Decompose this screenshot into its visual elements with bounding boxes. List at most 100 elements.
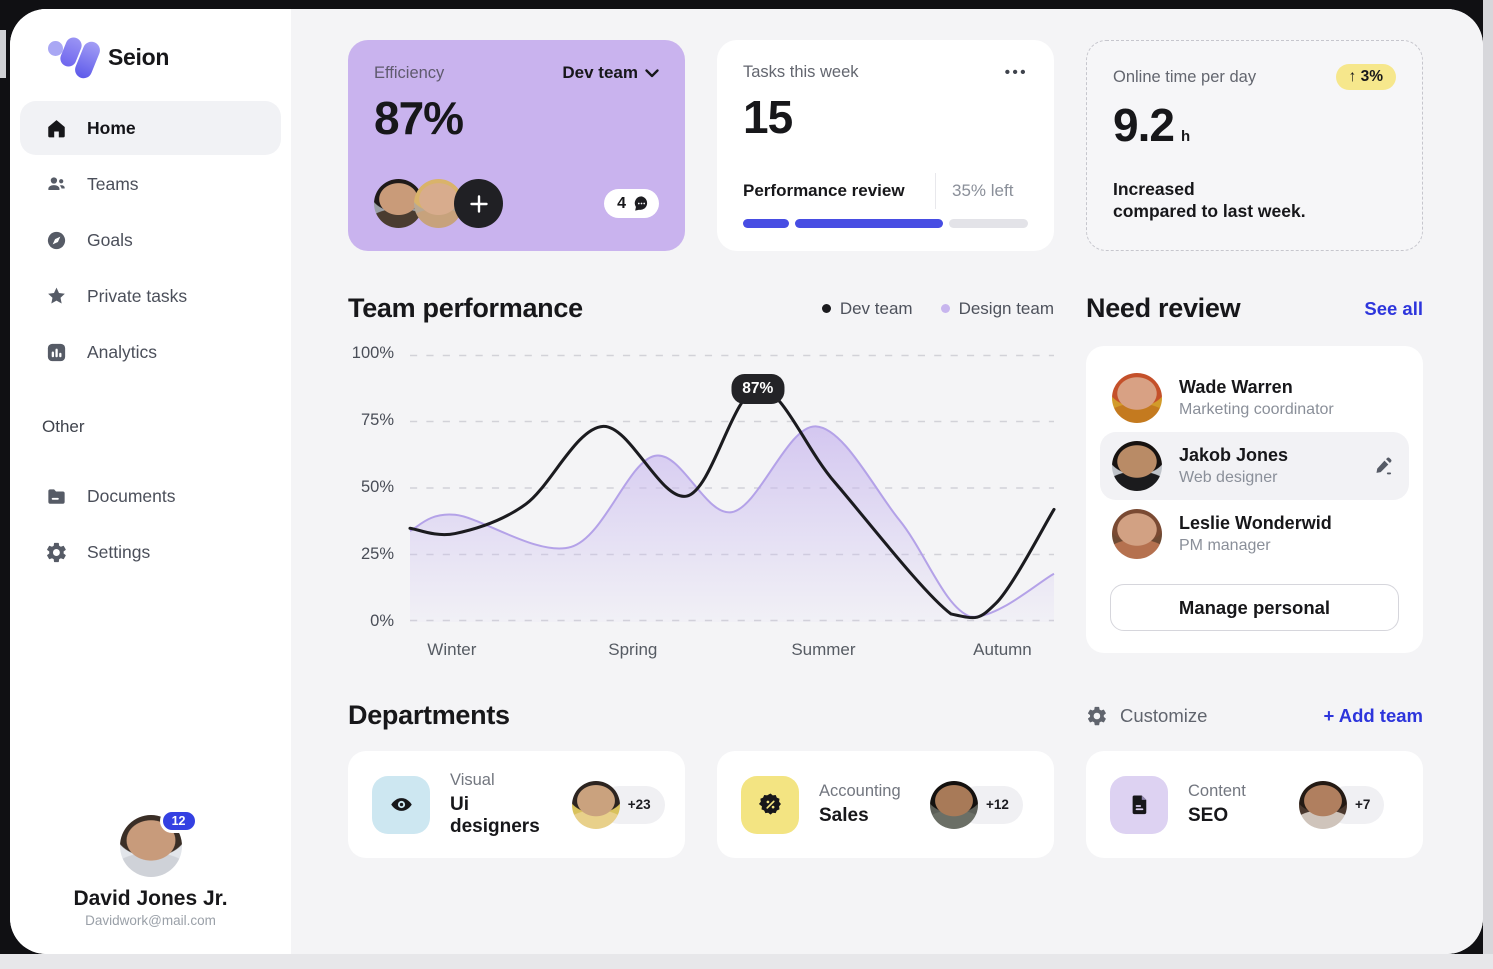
sidebar-item-analytics[interactable]: Analytics: [20, 325, 281, 379]
department-card-content[interactable]: Content SEO +7: [1086, 751, 1423, 858]
backdrop-bottom-strip: [0, 954, 1493, 969]
sidebar-other-nav: Documents Settings: [10, 469, 291, 579]
divider: [934, 173, 936, 209]
team-selector-dropdown[interactable]: Dev team: [562, 63, 659, 83]
department-tile: [372, 775, 430, 834]
team-avatars: [374, 179, 503, 228]
x-tick: Autumn: [973, 640, 1032, 659]
person-name: Jakob Jones: [1179, 445, 1289, 465]
sidebar-item-teams[interactable]: Teams: [20, 157, 281, 211]
add-team-link[interactable]: + Add team: [1323, 704, 1423, 726]
person-role: Web designer: [1179, 469, 1278, 486]
review-person-row[interactable]: Leslie Wonderwid PM manager: [1100, 500, 1409, 568]
efficiency-title: Efficiency: [374, 63, 445, 82]
progress-segment: [743, 219, 789, 228]
legend-dot: [940, 304, 950, 313]
team-performance-chart: 100% 75% 50% 25% 0%: [348, 344, 1056, 666]
y-tick: 25%: [360, 545, 394, 563]
tasks-title: Tasks this week: [743, 63, 859, 81]
x-tick: Spring: [608, 640, 658, 659]
department-tile: [741, 775, 799, 834]
department-team: Sales: [819, 805, 869, 826]
tasks-card: Tasks this week ••• 15 Performance revie…: [717, 40, 1054, 251]
gear-icon: [47, 542, 66, 562]
task-progress-bar: [743, 219, 1028, 228]
main-content: Efficiency Dev team 87% 4: [291, 9, 1483, 954]
chat-bubble-icon: [634, 196, 648, 211]
see-all-link[interactable]: See all: [1364, 297, 1423, 319]
online-time-unit: h: [1180, 128, 1191, 145]
online-time-title: Online time per day: [1113, 67, 1257, 86]
team-performance-title: Team performance: [348, 293, 583, 323]
folder-icon: [48, 488, 65, 504]
sidebar-item-label: Private tasks: [87, 285, 188, 306]
document-icon: [1132, 795, 1146, 815]
user-email: Davidwork@mail.com: [85, 913, 216, 928]
online-time-card: Online time per day ↑ 3% 9.2 h Increased…: [1086, 40, 1423, 251]
department-members: +12: [930, 780, 1030, 829]
add-member-button[interactable]: [454, 179, 503, 228]
y-tick: 100%: [351, 344, 394, 362]
department-tile: [1110, 775, 1168, 834]
brand-name: Seion: [108, 43, 170, 70]
chart-plot-area[interactable]: 87%: [408, 354, 1056, 622]
review-person-row[interactable]: Wade Warren Marketing coordinator: [1100, 364, 1409, 432]
edit-button[interactable]: [1369, 452, 1397, 480]
person-name: Leslie Wonderwid: [1179, 513, 1332, 533]
star-icon: [48, 287, 65, 303]
comments-badge[interactable]: 4: [604, 189, 659, 218]
sidebar-item-documents[interactable]: Documents: [20, 469, 281, 523]
department-card-visual[interactable]: Visual Ui designers +23: [348, 751, 685, 858]
review-person-row[interactable]: Jakob Jones Web designer: [1100, 432, 1409, 500]
efficiency-card: Efficiency Dev team 87% 4: [348, 40, 685, 251]
legend-design-team[interactable]: Design team: [940, 299, 1054, 319]
person-role: Marketing coordinator: [1179, 401, 1334, 418]
backdrop-edge-decoration: [0, 30, 6, 78]
customize-button[interactable]: Customize: [1086, 705, 1207, 727]
department-members: +23: [571, 780, 665, 829]
app-window: Seion Home Teams Goals Private tasks Ana…: [10, 9, 1483, 954]
chart-y-axis: 100% 75% 50% 25% 0%: [348, 344, 394, 630]
need-review-title: Need review: [1086, 293, 1241, 323]
task-remaining: 35% left: [952, 181, 1014, 200]
more-menu-icon[interactable]: •••: [1004, 64, 1028, 81]
online-time-value: 9.2: [1113, 99, 1175, 151]
backdrop-right-strip: [1483, 0, 1493, 969]
progress-segment: [794, 219, 943, 228]
sidebar-item-label: Documents: [87, 485, 176, 506]
person-name: Wade Warren: [1179, 377, 1293, 397]
person-avatar: [1112, 509, 1162, 559]
progress-track: [948, 219, 1028, 228]
manage-personal-button[interactable]: Manage personal: [1110, 584, 1399, 631]
efficiency-value: 87%: [374, 92, 464, 144]
gear-icon: [1087, 706, 1106, 725]
tasks-value: 15: [743, 91, 793, 143]
user-name: David Jones Jr.: [73, 887, 228, 910]
legend-dev-team[interactable]: Dev team: [821, 299, 913, 319]
department-team: SEO: [1188, 805, 1229, 826]
chart-annotation-badge: 87%: [731, 373, 785, 404]
chart-x-axis: Winter Spring Summer Autumn: [410, 622, 1054, 666]
person-avatar: [1112, 441, 1162, 491]
sidebar-nav: Home Teams Goals Private tasks Analytics: [10, 101, 291, 379]
sidebar-item-label: Settings: [87, 541, 151, 562]
online-time-note: Increased compared to last week.: [1113, 178, 1306, 222]
sidebar-item-settings[interactable]: Settings: [20, 525, 281, 579]
department-category: Accounting: [819, 782, 901, 800]
notification-count-badge[interactable]: 12: [159, 809, 198, 833]
brand-logo[interactable]: Seion: [46, 35, 291, 81]
sidebar: Seion Home Teams Goals Private tasks Ana…: [10, 9, 291, 954]
discount-badge-icon: [758, 793, 781, 815]
sidebar-item-label: Goals: [87, 229, 133, 250]
person-avatar: [1112, 373, 1162, 423]
department-card-accounting[interactable]: Accounting Sales +12: [717, 751, 1054, 858]
sidebar-item-private-tasks[interactable]: Private tasks: [20, 269, 281, 323]
sidebar-item-home[interactable]: Home: [20, 101, 281, 155]
sidebar-item-goals[interactable]: Goals: [20, 213, 281, 267]
users-icon: [48, 176, 65, 190]
plus-icon: [469, 194, 488, 213]
departments-title: Departments: [348, 700, 510, 730]
user-profile[interactable]: 12 David Jones Jr. Davidwork@mail.com: [10, 809, 291, 928]
pencil-icon: [1376, 457, 1392, 475]
sidebar-item-label: Teams: [87, 173, 139, 194]
